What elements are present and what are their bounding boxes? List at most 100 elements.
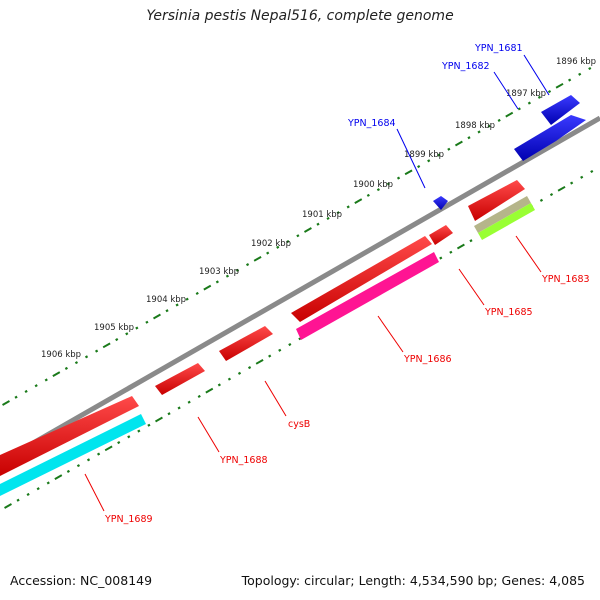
gene-label-ypn-1686: YPN_1686 <box>403 354 452 365</box>
leader-line-ypn-1685 <box>458 268 485 306</box>
minor-tick <box>195 291 199 295</box>
minor-tick <box>24 389 28 394</box>
major-tick <box>505 111 514 118</box>
gene-arrow-ypn-1683[interactable] <box>468 180 525 221</box>
minor-tick <box>245 263 250 267</box>
minor-tick <box>74 361 79 365</box>
major-tick <box>454 140 463 147</box>
minor-tick <box>467 136 471 140</box>
minor-tick <box>316 222 320 226</box>
minor-tick <box>127 435 131 439</box>
minor-tick <box>237 371 242 375</box>
minor-tick <box>527 101 531 105</box>
minor-tick <box>268 354 272 358</box>
gene-arrow-cysb[interactable] <box>219 326 273 361</box>
minor-tick <box>135 326 139 330</box>
leader-line-ypn-1682 <box>493 71 519 110</box>
leader-line-ypn-1688 <box>197 416 220 453</box>
major-tick <box>52 371 61 378</box>
minor-tick <box>177 406 181 410</box>
minor-tick <box>437 153 441 157</box>
minor-tick <box>449 250 453 254</box>
minor-tick <box>549 193 554 197</box>
gene-label-ypn-1683: YPN_1683 <box>541 274 590 285</box>
gene-label-ypn-1689: YPN_1689 <box>104 514 153 525</box>
minor-tick <box>16 498 20 502</box>
outer-tick-track <box>2 66 592 406</box>
minor-tick <box>427 159 431 163</box>
minor-tick <box>115 338 119 342</box>
leader-line-ypn-1683 <box>515 235 542 273</box>
minor-tick <box>125 332 129 336</box>
leader-line-ypn-1681 <box>523 54 550 96</box>
minor-tick <box>86 458 91 462</box>
leader-line-ypn-1684 <box>396 128 426 189</box>
major-tick <box>303 227 312 233</box>
minor-tick <box>469 239 473 243</box>
minor-tick <box>217 383 221 387</box>
minor-tick <box>568 78 572 82</box>
cds-bar-lime <box>478 203 535 240</box>
tick-label-1897: 1897 kbp <box>506 89 546 99</box>
minor-tick <box>376 188 380 192</box>
major-tick <box>557 185 566 192</box>
genome-backbone <box>0 115 600 465</box>
minor-tick <box>547 90 552 94</box>
minor-tick <box>96 452 101 456</box>
minor-tick <box>227 377 232 381</box>
tick-label-1902: 1902 kbp <box>251 239 291 249</box>
minor-tick <box>197 394 201 398</box>
major-tick <box>203 284 212 291</box>
tick-label-1905: 1905 kbp <box>94 323 134 333</box>
minor-tick <box>296 234 300 238</box>
gene-arrow-ypn-1686[interactable] <box>291 236 432 322</box>
minor-tick <box>590 169 594 174</box>
minor-tick <box>167 412 171 416</box>
minor-tick <box>36 487 40 491</box>
major-tick <box>404 169 413 176</box>
minor-tick <box>588 66 592 71</box>
leader-line-ypn-1686 <box>377 315 404 353</box>
minor-tick <box>215 280 219 284</box>
minor-tick <box>336 211 340 215</box>
minor-tick <box>439 256 443 260</box>
tick-label-1898: 1898 kbp <box>455 121 495 131</box>
minor-tick <box>185 297 189 301</box>
minor-tick <box>286 239 290 244</box>
minor-tick <box>497 118 501 122</box>
genome-summary: Topology: circular; Length: 4,534,590 bp… <box>241 573 585 588</box>
tick-label-1906: 1906 kbp <box>41 350 81 360</box>
minor-tick <box>517 107 521 111</box>
minor-tick <box>537 95 542 99</box>
minor-tick <box>580 175 584 179</box>
minor-tick <box>225 274 230 278</box>
tick-label-1903: 1903 kbp <box>199 267 239 277</box>
gene-arrow-ypn-1682[interactable] <box>514 115 586 161</box>
major-tick <box>555 82 564 89</box>
gene-arrow-ypn-1681[interactable] <box>541 95 580 125</box>
gene-label-ypn-1688: YPN_1688 <box>219 455 268 466</box>
major-tick <box>2 400 10 406</box>
minor-tick <box>94 349 99 353</box>
gene-arrow-ypn-1689[interactable] <box>0 396 139 476</box>
minor-tick <box>64 366 68 370</box>
tick-label-1900: 1900 kbp <box>353 180 393 190</box>
minor-tick <box>137 429 141 433</box>
minor-tick <box>175 303 179 307</box>
gene-arrow-ypn-1685[interactable] <box>429 225 453 245</box>
minor-tick <box>187 400 191 404</box>
minor-tick <box>326 216 330 221</box>
minor-tick <box>570 181 574 185</box>
gene-label-ypn-1681: YPN_1681 <box>474 43 523 54</box>
gene-label-ypn-1682: YPN_1682 <box>441 61 490 72</box>
cds-bar-cyan <box>0 414 146 496</box>
minor-tick <box>84 355 89 359</box>
major-tick <box>205 387 214 394</box>
major-tick <box>155 416 163 423</box>
gene-arrow-ypn-1688[interactable] <box>155 363 205 395</box>
cds-bar-olive <box>474 196 531 233</box>
gene-arrow-ypn-1684[interactable] <box>433 196 448 210</box>
minor-tick <box>447 147 451 151</box>
accession-label: Accession: NC_008149 <box>10 573 153 588</box>
